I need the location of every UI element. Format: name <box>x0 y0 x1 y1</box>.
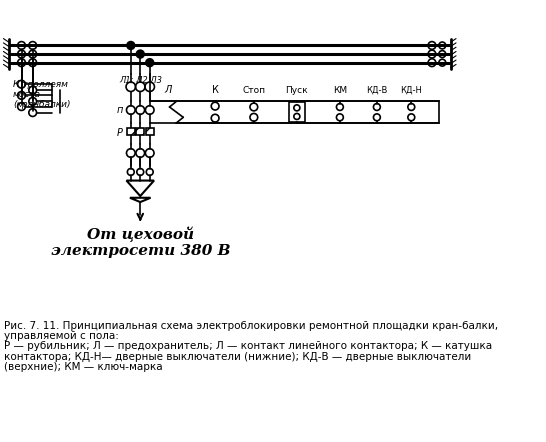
Bar <box>127 128 135 135</box>
Text: Р — рубильник; Л — предохранитель; Л — контакт линейного контактора; К — катушка: Р — рубильник; Л — предохранитель; Л — к… <box>4 342 492 351</box>
Text: КД-Н: КД-Н <box>400 85 422 95</box>
Bar <box>136 128 144 135</box>
Text: КД-В: КД-В <box>366 85 388 95</box>
Text: контактора; КД-Н— дверные выключатели (нижние); КД-В — дверные выключатели: контактора; КД-Н— дверные выключатели (н… <box>4 352 472 362</box>
Text: Л: Л <box>164 84 171 95</box>
Circle shape <box>127 42 135 50</box>
Text: Рис. 7. 11. Принципиальная схема электроблокировки ремонтной площадки кран-балки: Рис. 7. 11. Принципиальная схема электро… <box>4 321 498 331</box>
Circle shape <box>136 50 144 58</box>
Text: К: К <box>212 84 218 95</box>
Text: КМ: КМ <box>333 85 347 95</box>
Bar <box>146 128 153 135</box>
Circle shape <box>146 59 153 67</box>
Text: Р: Р <box>117 128 123 138</box>
Text: К троллеям
моста
(кранбалки): К троллеям моста (кранбалки) <box>13 80 70 110</box>
Text: Пуск: Пуск <box>286 85 308 95</box>
Text: От цеховой
электросети 380 В: От цеховой электросети 380 В <box>50 226 230 258</box>
Text: Л1; Л2 Л3: Л1; Л2 Л3 <box>118 76 162 84</box>
Text: п: п <box>117 105 123 115</box>
Bar <box>289 102 305 122</box>
Text: управляемой с пола:: управляемой с пола: <box>4 331 119 341</box>
Text: (верхние); КМ — ключ-марка: (верхние); КМ — ключ-марка <box>4 362 163 372</box>
Text: Стоп: Стоп <box>242 85 265 95</box>
